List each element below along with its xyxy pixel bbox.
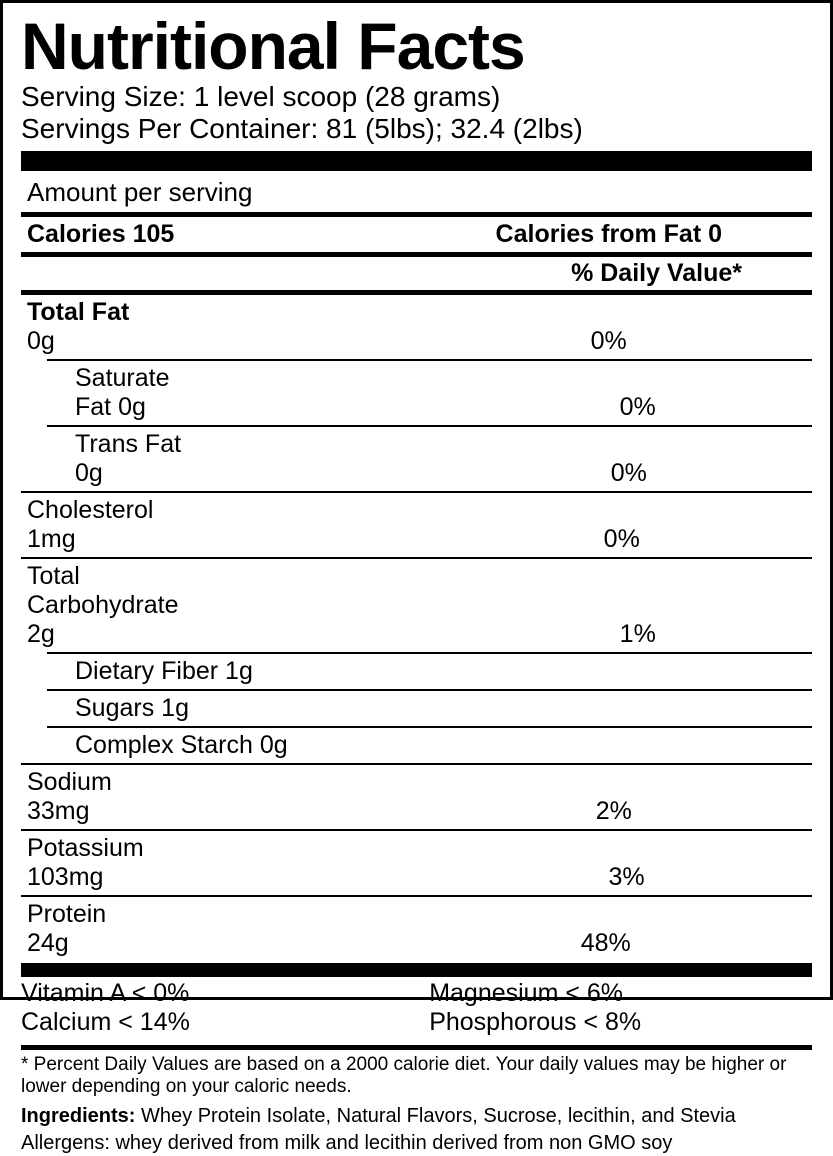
nutrient-row-sugars: Sugars 1g — [21, 693, 812, 724]
serving-size: Serving Size: 1 level scoop (28 grams) — [21, 81, 812, 113]
nutrient-row-total-carb: Total Carbohydrate 2g 1% — [21, 561, 812, 650]
nutrient-row-sodium: Sodium 33mg 2% — [21, 767, 812, 827]
nutrient-dv: 0% — [201, 393, 812, 422]
nutrient-dv: 2% — [146, 797, 812, 826]
nutrient-dv: 0% — [184, 459, 812, 488]
divider-bar — [21, 290, 812, 295]
phosphorous: Phosphorous < 8% — [429, 1008, 806, 1037]
nutrient-label: Complex Starch 0g — [75, 731, 288, 760]
calories-from-fat: Calories from Fat 0 — [496, 220, 812, 249]
nutrient-label: Potassium 103mg — [27, 834, 171, 892]
nutrient-row-protein: Protein 24g 48% — [21, 899, 812, 959]
amount-per-serving: Amount per serving — [21, 175, 812, 210]
ingredients-line: Ingredients: Whey Protein Isolate, Natur… — [21, 1098, 812, 1129]
nutrient-row-cholesterol: Cholesterol 1mg 0% — [21, 495, 812, 555]
nutrient-row-sat-fat: Saturate Fat 0g 0% — [21, 363, 812, 423]
magnesium: Magnesium < 6% — [429, 979, 806, 1008]
divider-bar — [21, 963, 812, 977]
nutrient-row-potassium: Potassium 103mg 3% — [21, 833, 812, 893]
divider-bar — [21, 252, 812, 257]
divider-thin — [47, 425, 812, 427]
dv-header: % Daily Value* — [21, 259, 812, 288]
dv-footnote: * Percent Daily Values are based on a 20… — [21, 1052, 812, 1098]
calories-row: Calories 105 Calories from Fat 0 — [21, 219, 812, 250]
divider-bar — [21, 1045, 812, 1050]
divider-thin — [47, 689, 812, 691]
nutrient-row-complex-starch: Complex Starch 0g — [21, 730, 812, 761]
nutrient-dv: 48% — [129, 929, 812, 958]
nutrient-row-total-fat: Total Fat 0g 0% — [21, 297, 812, 357]
divider-bar — [21, 212, 812, 217]
nutrient-label: Sodium 33mg — [27, 768, 146, 826]
nutrition-facts-panel: Nutritional Facts Serving Size: 1 level … — [0, 0, 833, 1000]
title: Nutritional Facts — [21, 13, 812, 79]
servings-per-container: Servings Per Container: 81 (5lbs); 32.4 … — [21, 113, 812, 145]
divider-thin — [47, 726, 812, 728]
calories-label: Calories 105 — [27, 220, 174, 249]
nutrient-dv: 1% — [193, 620, 812, 649]
nutrient-label: Dietary Fiber 1g — [75, 657, 253, 686]
divider-thin — [21, 491, 812, 493]
vitamin-row: Calcium < 14% Phosphorous < 8% — [21, 1008, 812, 1037]
nutrient-label: Saturate Fat 0g — [75, 364, 201, 422]
allergens-line: Allergens: whey derived from milk and le… — [21, 1129, 812, 1156]
nutrient-label: Trans Fat 0g — [75, 430, 184, 488]
vitamin-a: Vitamin A < 0% — [21, 979, 429, 1008]
nutrient-label: Protein 24g — [27, 900, 129, 958]
nutrient-label: Total Fat 0g — [27, 298, 135, 356]
nutrient-label: Sugars 1g — [75, 694, 189, 723]
nutrient-label: Cholesterol 1mg — [27, 496, 162, 554]
nutrient-row-trans-fat: Trans Fat 0g 0% — [21, 429, 812, 489]
nutrient-row-fiber: Dietary Fiber 1g — [21, 656, 812, 687]
calcium: Calcium < 14% — [21, 1008, 429, 1037]
divider-bar — [21, 151, 812, 171]
nutrient-dv: 3% — [171, 863, 812, 892]
nutrient-label: Total Carbohydrate 2g — [27, 562, 193, 649]
nutrient-dv: 0% — [162, 525, 813, 554]
vitamin-row: Vitamin A < 0% Magnesium < 6% — [21, 979, 812, 1008]
ingredients-text: Whey Protein Isolate, Natural Flavors, S… — [135, 1105, 735, 1127]
divider-thin — [47, 359, 812, 361]
divider-thin — [21, 763, 812, 765]
divider-thin — [21, 829, 812, 831]
ingredients-label: Ingredients: — [21, 1105, 135, 1127]
divider-thin — [21, 895, 812, 897]
divider-thin — [21, 557, 812, 559]
nutrient-dv: 0% — [135, 327, 812, 356]
divider-thin — [47, 652, 812, 654]
